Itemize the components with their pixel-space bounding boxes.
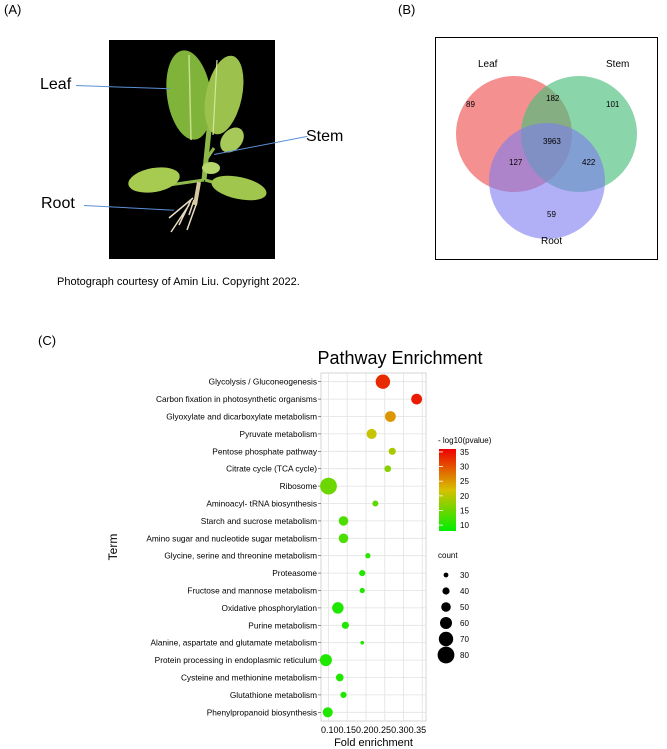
term-label: Glutathione metabolism xyxy=(230,690,317,700)
data-point xyxy=(411,393,423,405)
data-point xyxy=(320,477,337,495)
venn-label-root: Root xyxy=(541,236,562,247)
data-point xyxy=(366,428,377,439)
term-label: Glycine, serine and threonine metabolism xyxy=(164,551,317,561)
color-legend-label: 30 xyxy=(460,463,469,472)
panel-label-a: (A) xyxy=(4,2,22,17)
plant-photograph xyxy=(109,40,275,259)
data-point xyxy=(372,500,379,507)
size-legend-label: 30 xyxy=(460,571,469,580)
term-label: Oxidative phosphorylation xyxy=(222,603,318,613)
size-legend-label: 70 xyxy=(460,635,469,644)
size-legend: 30 40 50 60 70 80 xyxy=(437,571,469,664)
root-label: Root xyxy=(41,195,75,212)
term-label: Citrate cycle (TCA cycle) xyxy=(226,464,317,474)
term-label: Proteasome xyxy=(272,568,317,578)
stem-label: Stem xyxy=(306,128,344,145)
term-label: Glyoxylate and dicarboxylate metabolism xyxy=(166,412,317,422)
term-label: Ribosome xyxy=(280,481,318,491)
data-point xyxy=(359,587,365,594)
venn-count-root-only: 59 xyxy=(547,210,556,219)
panel-label-c: (C) xyxy=(38,333,57,348)
color-legend-label: 10 xyxy=(460,521,469,530)
data-point xyxy=(384,411,396,422)
data-point xyxy=(338,516,349,526)
term-label: Alanine, aspartate and glutamate metabol… xyxy=(151,638,318,648)
term-labels: Glycolysis / Gluconeogenesis Carbon fixat… xyxy=(146,377,321,717)
venn-count-leaf-only: 89 xyxy=(466,100,475,109)
term-label: Starch and sucrose metabolism xyxy=(201,516,317,526)
term-label: Glycolysis / Gluconeogenesis xyxy=(209,377,317,387)
chart-title: Pathway Enrichment xyxy=(317,348,483,368)
size-legend-dot xyxy=(443,572,449,578)
data-point xyxy=(388,447,396,455)
size-legend-dot xyxy=(440,617,452,629)
color-legend-ticks: 35 30 25 20 15 10 xyxy=(439,448,469,530)
size-legend-label: 40 xyxy=(460,587,469,596)
data-point xyxy=(340,691,347,699)
color-legend-bar xyxy=(439,449,456,531)
data-point xyxy=(335,673,344,682)
data-point xyxy=(322,707,333,718)
term-label: Purine metabolism xyxy=(248,620,317,630)
size-legend-dot xyxy=(442,587,450,595)
term-label: Cysteine and methionine metabolism xyxy=(181,673,317,683)
color-legend-label: 35 xyxy=(460,448,469,457)
venn-circle-root xyxy=(489,123,605,239)
color-legend-label: 25 xyxy=(460,477,469,486)
data-point xyxy=(360,640,365,645)
term-label: Amino sugar and nucleotide sugar metabol… xyxy=(146,533,317,543)
size-legend-label: 60 xyxy=(460,619,469,628)
term-label: Protein processing in endoplasmic reticu… xyxy=(155,655,317,665)
size-legend-label: 80 xyxy=(460,651,469,660)
y-axis-label: Term xyxy=(106,534,120,561)
venn-count-stem-root: 422 xyxy=(582,158,596,167)
term-label: Aminoacyl- tRNA biosynthesis xyxy=(206,499,317,509)
photo-caption: Photograph courtesy of Amin Liu. Copyrig… xyxy=(57,276,300,288)
panel-label-b: (B) xyxy=(398,2,416,17)
venn-count-leaf-root: 127 xyxy=(509,158,523,167)
term-label: Pyruvate metabolism xyxy=(240,429,318,439)
term-label: Phenylpropanoid biosynthesis xyxy=(207,707,317,717)
term-label: Pentose phosphate pathway xyxy=(212,446,318,456)
color-legend-label: 20 xyxy=(460,492,469,501)
venn-count-stem-only: 101 xyxy=(606,100,620,109)
size-legend-dot xyxy=(441,602,451,612)
color-legend-label: 15 xyxy=(460,507,469,516)
color-legend-title: - log10(pvalue) xyxy=(438,436,492,445)
data-point xyxy=(338,533,349,544)
data-point xyxy=(332,602,344,614)
size-legend-title: count xyxy=(438,551,458,560)
venn-diagram: Leaf Stem Root 89 101 59 182 127 422 396… xyxy=(456,59,637,247)
data-point xyxy=(359,569,366,577)
leaf-label: Leaf xyxy=(40,76,72,93)
data-point xyxy=(365,553,371,559)
plant-illustration xyxy=(109,40,275,259)
venn-diagram-frame: Leaf Stem Root 89 101 59 182 127 422 396… xyxy=(435,37,658,260)
data-point xyxy=(384,465,392,473)
venn-count-leaf-stem: 182 xyxy=(546,94,560,103)
x-axis-label: Fold enrichment xyxy=(334,737,413,749)
x-tick-labels: 0.100.150.200.250.300.35 xyxy=(321,725,426,735)
size-legend-dot xyxy=(438,631,454,647)
term-label: Fructose and mannose metabolism xyxy=(187,586,317,596)
term-label: Carbon fixation in photosynthetic organi… xyxy=(156,394,317,404)
data-point xyxy=(341,621,349,629)
size-legend-label: 50 xyxy=(460,603,469,612)
venn-label-stem: Stem xyxy=(606,59,629,70)
plot-area xyxy=(320,372,427,722)
data-point xyxy=(375,374,391,389)
data-points xyxy=(319,374,423,718)
venn-label-leaf: Leaf xyxy=(478,59,498,70)
size-legend-dot xyxy=(437,646,455,664)
data-point xyxy=(319,654,332,667)
venn-count-all: 3963 xyxy=(543,137,561,146)
